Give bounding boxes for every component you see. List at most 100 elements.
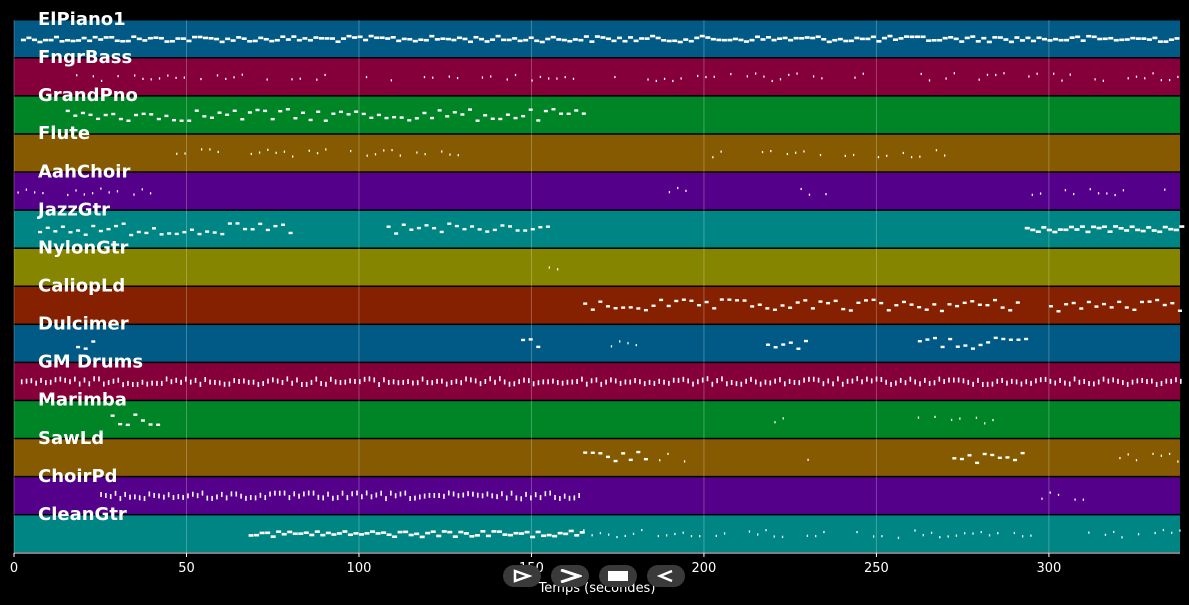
- note: [647, 78, 649, 81]
- note: [890, 381, 892, 387]
- note: [1042, 37, 1048, 41]
- note: [314, 530, 320, 533]
- note: [566, 112, 571, 115]
- note: [218, 380, 221, 386]
- note: [1168, 227, 1174, 231]
- note: [1127, 77, 1129, 80]
- note: [73, 114, 78, 117]
- note: [543, 109, 548, 113]
- back-button[interactable]: [647, 565, 685, 587]
- note: [844, 154, 846, 157]
- note: [320, 533, 326, 537]
- note: [182, 230, 187, 234]
- note: [370, 530, 376, 533]
- note: [216, 494, 218, 500]
- note: [327, 491, 329, 497]
- note: [481, 76, 484, 79]
- note: [175, 76, 177, 79]
- note: [448, 75, 450, 78]
- note: [390, 79, 393, 82]
- note: [885, 379, 887, 385]
- track-band: [14, 248, 1180, 286]
- note: [990, 453, 995, 457]
- play-button[interactable]: [503, 565, 541, 587]
- note: [91, 340, 96, 343]
- stop-button[interactable]: [599, 565, 637, 587]
- note: [153, 492, 155, 498]
- note: [109, 494, 112, 500]
- note: [307, 38, 313, 42]
- note: [136, 230, 141, 234]
- note: [537, 380, 540, 386]
- note: [491, 493, 494, 499]
- forward-button[interactable]: [551, 565, 589, 587]
- note: [818, 300, 823, 303]
- note: [267, 148, 269, 151]
- note: [952, 457, 957, 460]
- note: [1088, 381, 1090, 387]
- x-tick-label: 300: [1036, 561, 1061, 576]
- note: [119, 495, 122, 501]
- note: [563, 532, 569, 536]
- note: [227, 222, 232, 225]
- note: [92, 35, 98, 39]
- note: [238, 378, 240, 384]
- note: [342, 530, 348, 533]
- note: [1082, 498, 1085, 501]
- note: [143, 496, 146, 502]
- note: [716, 378, 718, 384]
- note: [1097, 192, 1100, 195]
- note: [438, 492, 440, 498]
- note: [924, 308, 929, 311]
- note: [939, 309, 944, 313]
- note: [220, 232, 225, 236]
- note: [399, 491, 402, 497]
- note: [851, 378, 854, 384]
- note: [223, 381, 226, 387]
- note: [1064, 38, 1070, 42]
- note: [732, 37, 738, 41]
- note: [909, 303, 914, 306]
- note: [236, 36, 242, 39]
- note: [1056, 310, 1061, 313]
- note: [293, 117, 298, 120]
- note: [1119, 456, 1121, 460]
- note: [276, 378, 279, 384]
- note: [963, 344, 968, 347]
- note: [177, 494, 180, 500]
- note: [17, 191, 19, 194]
- note: [447, 222, 452, 225]
- note: [922, 534, 924, 537]
- note: [970, 35, 976, 38]
- note: [112, 378, 115, 384]
- note: [392, 379, 395, 385]
- note: [665, 534, 668, 537]
- note: [1113, 225, 1119, 228]
- note: [269, 491, 271, 497]
- note: [350, 149, 352, 153]
- note: [134, 113, 139, 117]
- note: [241, 73, 243, 76]
- note: [479, 381, 482, 387]
- note: [982, 452, 987, 456]
- note: [653, 380, 656, 386]
- note: [1030, 228, 1036, 232]
- note: [837, 37, 843, 41]
- note: [545, 225, 550, 228]
- note: [329, 37, 335, 40]
- note: [772, 308, 777, 311]
- note: [572, 77, 575, 80]
- note: [172, 495, 175, 501]
- note: [1107, 378, 1110, 384]
- note: [812, 75, 815, 78]
- note: [1109, 306, 1114, 309]
- note: [536, 119, 541, 122]
- note: [917, 416, 920, 419]
- note: [341, 37, 347, 40]
- note: [170, 379, 173, 385]
- track-label: NylonGtr: [38, 237, 129, 258]
- note: [1030, 534, 1032, 537]
- note: [258, 36, 264, 40]
- note: [997, 456, 1002, 460]
- note: [561, 38, 567, 42]
